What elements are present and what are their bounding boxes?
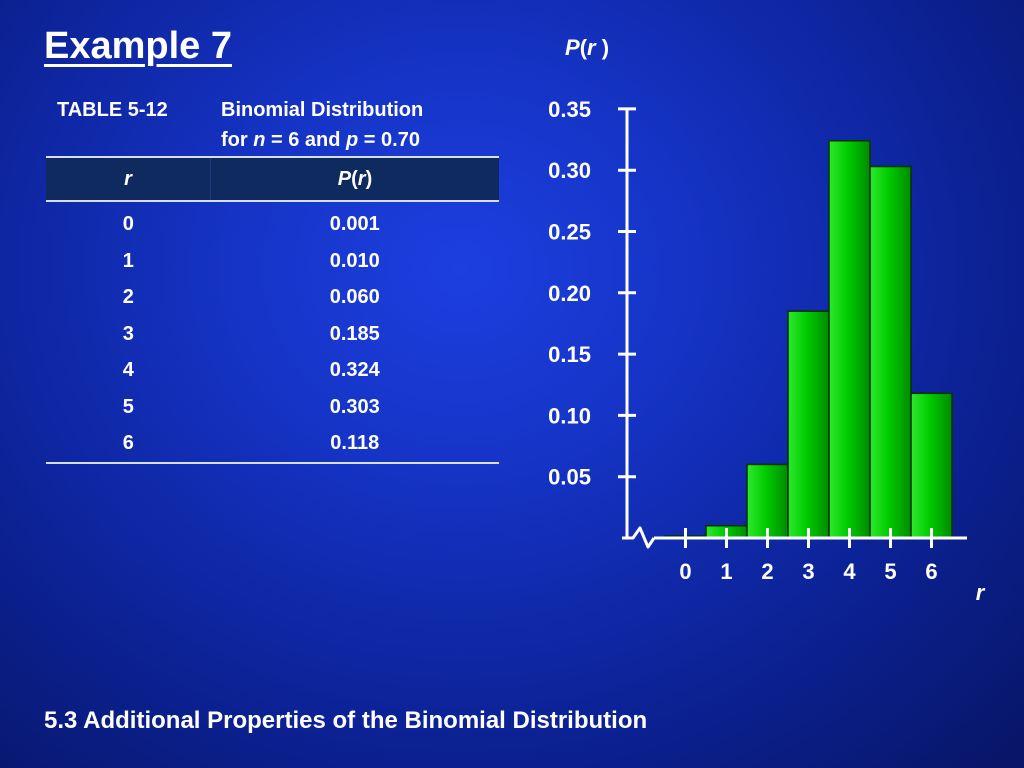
- cell-p: 0.118: [210, 425, 499, 464]
- slide-title: Example 7: [44, 25, 232, 67]
- cell-p: 0.185: [329, 322, 380, 345]
- x-tick-label: 4: [843, 559, 856, 584]
- y-tick-label: 0.15: [548, 342, 591, 367]
- bar-4: [828, 140, 871, 539]
- bar-3: [787, 310, 830, 539]
- table-row: 2 0.060: [46, 279, 499, 316]
- x-tick-label: 5: [884, 559, 896, 584]
- table-row: 0 0.001: [46, 201, 499, 243]
- y-axis-label: P(r ): [565, 35, 609, 60]
- table-row: 5 0.303: [46, 389, 499, 426]
- y-tick-label: 0.10: [548, 403, 591, 428]
- x-tick-label: 0: [679, 559, 691, 584]
- header-p: P(r): [210, 156, 499, 202]
- cell-r: 3: [122, 322, 134, 345]
- table-row: 3 0.185: [46, 316, 499, 353]
- y-tick-label: 0.20: [548, 281, 591, 306]
- cell-p: 0.001: [329, 213, 380, 236]
- caption-end: = 0.70: [358, 129, 420, 151]
- cell-r: 5: [122, 395, 134, 418]
- table-header-row: r P(r): [46, 156, 499, 202]
- cell-p: 0.303: [329, 395, 380, 418]
- cell-r: 2: [122, 286, 134, 309]
- table-row: 4 0.324: [46, 352, 499, 389]
- y-tick-label: 0.30: [548, 158, 591, 183]
- cell-p: 0.010: [329, 249, 380, 272]
- x-tick-label: 1: [720, 559, 732, 584]
- cell-p: 0.060: [329, 286, 380, 309]
- x-tick-label: 6: [925, 559, 937, 584]
- cell-r: 4: [122, 359, 134, 382]
- caption-line-1: Binomial Distribution: [221, 99, 424, 121]
- y-tick-label: 0.25: [548, 220, 591, 245]
- y-tick-label: 0.35: [548, 97, 591, 122]
- table-row: 1 0.010: [46, 243, 499, 280]
- table-number: TABLE 5-12: [57, 99, 168, 121]
- binomial-bar-chart: P(r ) 0.05 0.10 0.15 0.20 0.25 0.30 0.35 0 1 2 3 4 5 6…: [548, 35, 986, 605]
- caption-n-symbol: n: [253, 129, 266, 151]
- caption-p-symbol: p: [346, 129, 359, 151]
- cell-r: 6: [46, 425, 211, 464]
- x-axis-break: [622, 526, 656, 549]
- slide-footer: 5.3 Additional Properties of the Binomia…: [44, 707, 648, 734]
- cell-r: 1: [122, 249, 134, 272]
- bar-6: [910, 392, 953, 539]
- bar-5: [869, 165, 912, 539]
- header-r: r: [46, 156, 211, 202]
- table-caption: Binomial Distribution for n = 6 and p = …: [221, 95, 511, 155]
- binomial-table: r P(r) 0 0.001 1 0.010 2 0.060 3 0.185 4…: [46, 156, 499, 464]
- x-tick-label: 2: [761, 559, 773, 584]
- cell-r: 0: [122, 213, 134, 236]
- caption-mid: = 6 and: [265, 129, 347, 151]
- caption-for: for: [221, 129, 254, 151]
- bar-2: [746, 463, 789, 539]
- table-row: 6 0.118: [46, 425, 499, 464]
- cell-p: 0.324: [329, 359, 380, 382]
- x-tick-label: 3: [802, 559, 814, 584]
- x-axis-label: r: [976, 580, 986, 605]
- y-tick-label: 0.05: [548, 465, 591, 490]
